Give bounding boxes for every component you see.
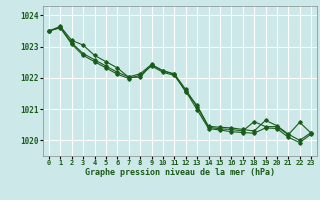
X-axis label: Graphe pression niveau de la mer (hPa): Graphe pression niveau de la mer (hPa) [85, 168, 275, 177]
